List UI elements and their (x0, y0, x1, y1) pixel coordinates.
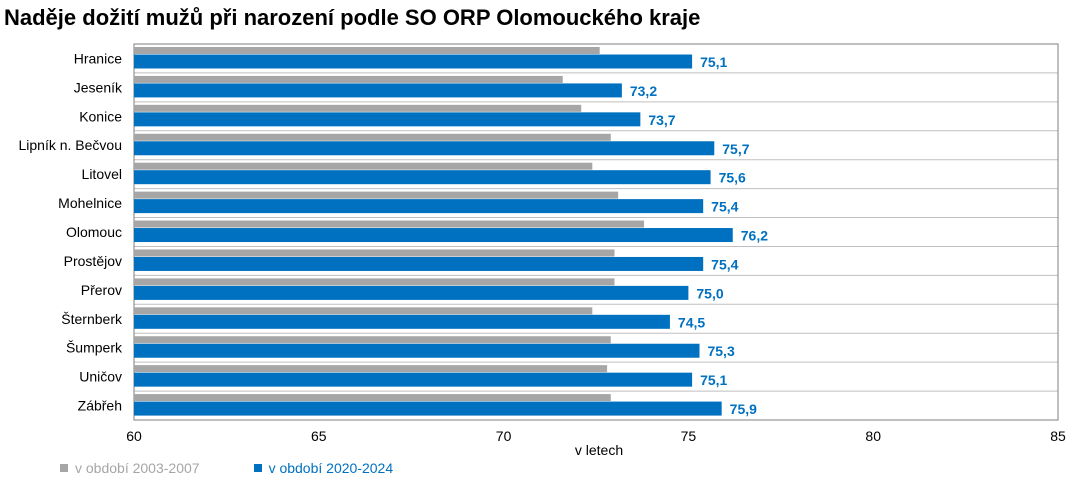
category-label-sumperk: Šumperk (66, 340, 123, 356)
category-label-lipnik-n-becvou: Lipník n. Bečvou (18, 137, 122, 153)
bar-2003-2007-jesenik (134, 75, 563, 83)
value-label-litovel: 75,6 (719, 170, 746, 186)
bar-2003-2007-litovel (134, 162, 593, 170)
bar-2003-2007-unicov (134, 365, 608, 373)
legend-label-2003-2007: v období 2003-2007 (75, 460, 200, 476)
bar-2020-2024-konice (134, 112, 641, 127)
value-label-prostejov: 75,4 (711, 256, 738, 272)
bar-2003-2007-prostejov (134, 249, 615, 257)
bar-2003-2007-mohelnice (134, 191, 619, 199)
category-label-sternberk: Šternberk (61, 311, 123, 327)
value-label-konice: 73,7 (648, 112, 675, 128)
legend-item-2003-2007[interactable]: v období 2003-2007 (60, 460, 200, 476)
value-label-unicov: 75,1 (700, 372, 727, 388)
value-label-prerov: 75,0 (696, 285, 723, 301)
bar-2003-2007-hranice (134, 47, 600, 54)
category-label-jesenik: Jeseník (74, 79, 123, 95)
value-label-jesenik: 73,2 (630, 83, 657, 99)
category-label-zabreh: Zábřeh (78, 398, 122, 414)
x-tick-label-75: 75 (681, 428, 697, 444)
chart-title: Naděje dožití mužů při narození podle SO… (4, 5, 701, 30)
category-label-unicov: Uničov (79, 369, 122, 385)
bar-2020-2024-jesenik (134, 83, 622, 98)
x-tick-label-85: 85 (1050, 428, 1066, 444)
legend: v období 2003-2007 v období 2020-2024 (60, 460, 393, 476)
bar-2020-2024-zabreh (134, 401, 722, 416)
bar-2020-2024-hranice (134, 54, 693, 69)
category-label-hranice: Hranice (74, 50, 122, 66)
x-axis-title: v letech (575, 442, 623, 458)
category-label-mohelnice: Mohelnice (58, 195, 122, 211)
category-label-prostejov: Prostějov (64, 253, 122, 269)
category-label-konice: Konice (79, 108, 122, 124)
x-tick-label-70: 70 (496, 428, 512, 444)
bar-2003-2007-olomouc (134, 220, 645, 228)
bar-2020-2024-unicov (134, 372, 693, 387)
bar-2003-2007-konice (134, 104, 582, 112)
value-label-sternberk: 74,5 (678, 314, 705, 330)
bar-2020-2024-lipnik-n-becvou (134, 141, 715, 156)
bar-2020-2024-prostejov (134, 256, 704, 271)
legend-label-2020-2024: v období 2020-2024 (268, 460, 394, 476)
legend-item-2020-2024[interactable]: v období 2020-2024 (253, 460, 394, 476)
value-label-lipnik-n-becvou: 75,7 (722, 141, 749, 157)
value-label-zabreh: 75,9 (730, 401, 757, 417)
bar-2003-2007-sternberk (134, 307, 593, 315)
value-label-mohelnice: 75,4 (711, 199, 738, 215)
bar-2020-2024-prerov (134, 285, 689, 300)
bar-2003-2007-zabreh (134, 394, 611, 402)
bar-2020-2024-sumperk (134, 343, 700, 358)
legend-swatch-2003-2007 (60, 464, 68, 472)
value-label-hranice: 75,1 (700, 54, 727, 70)
category-label-olomouc: Olomouc (66, 224, 122, 240)
value-label-olomouc: 76,2 (741, 228, 768, 244)
bar-2003-2007-prerov (134, 278, 615, 286)
bar-2003-2007-lipnik-n-becvou (134, 133, 611, 141)
value-label-sumperk: 75,3 (707, 343, 734, 359)
x-tick-label-80: 80 (865, 428, 881, 444)
bar-2020-2024-olomouc (134, 228, 733, 243)
bar-2020-2024-mohelnice (134, 199, 704, 214)
category-label-litovel: Litovel (82, 166, 122, 182)
bar-2003-2007-sumperk (134, 336, 611, 344)
legend-swatch-2020-2024 (253, 464, 262, 472)
bar-2020-2024-litovel (134, 170, 711, 185)
x-tick-label-60: 60 (126, 428, 142, 444)
category-label-prerov: Přerov (81, 282, 122, 298)
x-tick-label-65: 65 (311, 428, 327, 444)
bar-2020-2024-sternberk (134, 314, 670, 329)
